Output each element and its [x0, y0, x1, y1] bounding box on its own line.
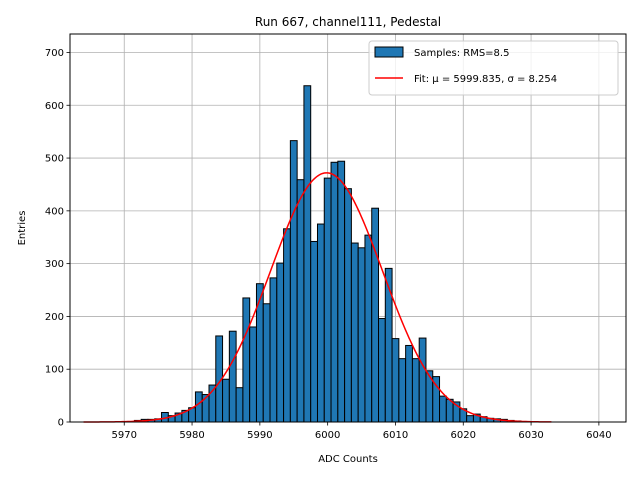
histogram-bar	[405, 344, 413, 423]
histogram-bar	[411, 358, 420, 423]
histogram-bar	[323, 177, 332, 423]
x-tick-label: 6010	[383, 430, 408, 441]
x-tick-label: 6040	[586, 430, 611, 441]
histogram-bar	[384, 267, 393, 423]
histogram-bars	[133, 85, 529, 423]
histogram-bar	[249, 326, 257, 423]
histogram-bar	[439, 395, 447, 423]
histogram-bar	[391, 338, 400, 423]
legend-histogram-label: Samples: RMS=8.5	[414, 48, 509, 59]
histogram-bar	[303, 85, 312, 423]
histogram-bar	[194, 391, 203, 423]
chart-title: Run 667, channel111, Pedestal	[255, 15, 441, 29]
histogram-bar	[344, 188, 352, 423]
histogram-bar	[289, 140, 298, 423]
y-tick-label: 700	[45, 48, 64, 59]
y-tick-label: 200	[45, 312, 64, 323]
x-tick-label: 6030	[518, 430, 543, 441]
histogram-bar	[330, 161, 339, 423]
x-axis-label: ADC Counts	[318, 454, 378, 465]
plot-frame	[69, 33, 627, 423]
histogram-bar	[337, 160, 346, 423]
x-tick-label: 5990	[247, 430, 272, 441]
histogram-bar	[296, 179, 305, 423]
x-tick-label: 5980	[179, 430, 204, 441]
y-tick-label: 100	[45, 365, 64, 376]
histogram-bar	[235, 387, 244, 423]
histogram-bar	[398, 358, 407, 423]
legend-fit-label: Fit: μ = 5999.835, σ = 8.254	[414, 74, 557, 85]
histogram-bar	[316, 223, 325, 423]
axis-ticks: 5970 5980 5990 6000 6010 6020 6030 6040 0 100 200 3…	[45, 48, 612, 441]
histogram-bar	[350, 242, 359, 423]
legend-histogram-swatch	[374, 46, 404, 58]
x-tick-label: 6020	[451, 430, 476, 441]
histogram-bar	[283, 228, 291, 423]
histogram-bar	[228, 330, 237, 423]
y-tick-label: 0	[58, 418, 64, 429]
x-tick-label: 6000	[315, 430, 340, 441]
histogram-bar	[262, 303, 271, 423]
histogram-bar	[242, 297, 251, 423]
histogram-bar	[466, 415, 474, 423]
y-tick-label: 400	[45, 206, 64, 217]
histogram-bar	[364, 234, 373, 423]
histogram-bar	[378, 318, 386, 423]
legend-box	[368, 40, 619, 96]
histogram-bar	[357, 247, 366, 423]
fit-curve-layer	[83, 172, 552, 423]
histogram-bar	[269, 277, 278, 423]
histogram-bar	[418, 337, 427, 423]
histogram-bar	[371, 207, 380, 423]
y-tick-label: 600	[45, 101, 64, 112]
histogram-bar	[222, 378, 230, 423]
y-tick-label: 300	[45, 259, 64, 270]
x-tick-label: 5970	[112, 430, 137, 441]
y-tick-label: 500	[45, 154, 64, 165]
gaussian-fit-line	[83, 172, 552, 423]
y-axis-label: Entries	[17, 211, 28, 246]
histogram-bar	[276, 262, 285, 423]
legend: Samples: RMS=8.5 Fit: μ = 5999.835, σ = …	[368, 40, 619, 96]
histogram-bar	[310, 240, 318, 423]
